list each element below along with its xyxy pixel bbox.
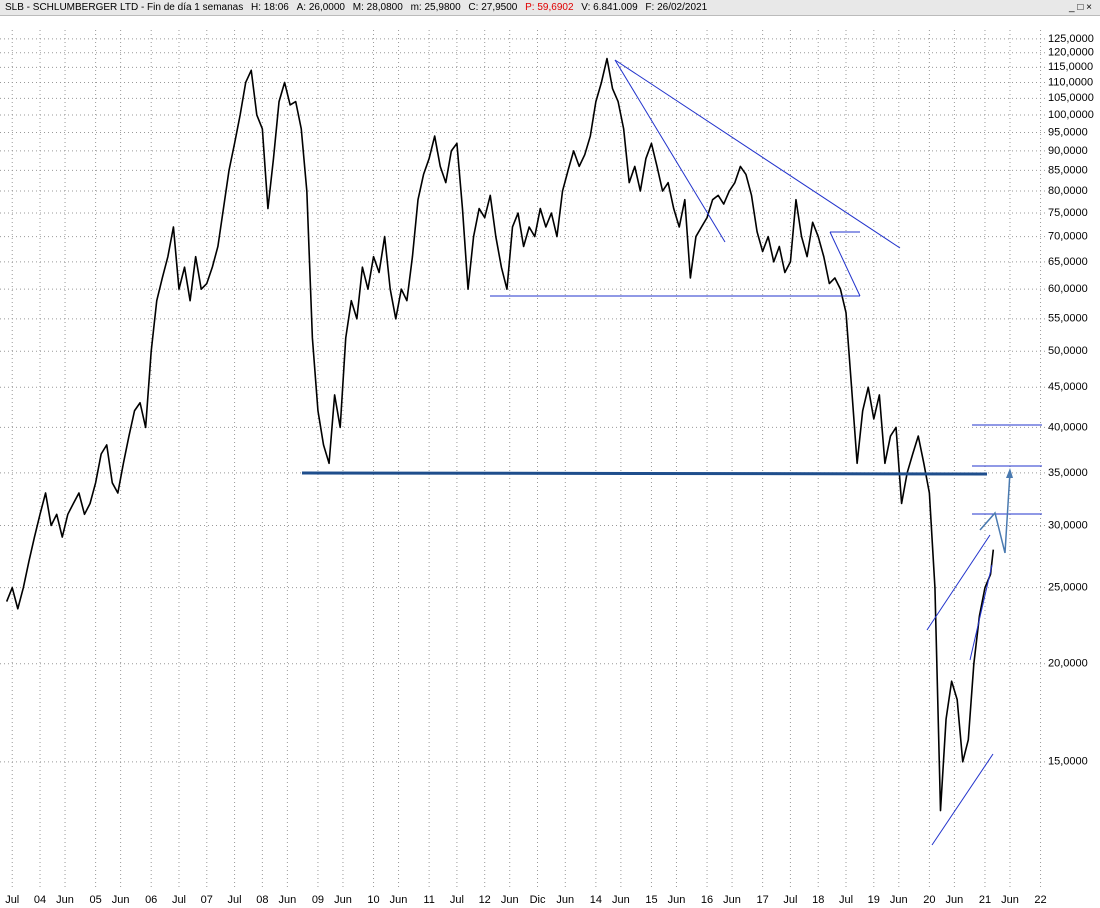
x-tick-label: 15	[645, 894, 657, 906]
x-tick-label: 08	[256, 894, 268, 906]
y-tick-label: 30,0000	[1048, 519, 1088, 531]
header-field: M: 28,0800	[352, 2, 403, 13]
y-tick-label: 75,0000	[1048, 207, 1088, 219]
x-tick-label: Jun	[501, 894, 519, 906]
y-tick-label: 25,0000	[1048, 582, 1088, 594]
y-tick-label: 60,0000	[1048, 283, 1088, 295]
x-tick-label: Dic	[530, 894, 546, 906]
channel-line	[969, 564, 993, 661]
x-tick-label: 21	[979, 894, 991, 906]
y-tick-label: 45,0000	[1048, 381, 1088, 393]
x-tick-label: Jul	[450, 894, 464, 906]
projection-arrow	[979, 471, 1011, 554]
trend-line	[614, 59, 726, 243]
price-line	[5, 57, 995, 812]
x-tick-label: 04	[34, 894, 46, 906]
chart: 15,0000 20,0000 25,0000 30,0000 35,0000 40,00…	[0, 30, 1094, 906]
x-tick-label: 10	[367, 894, 379, 906]
y-tick-label: 70,0000	[1048, 230, 1088, 242]
x-tick-label: Jul	[5, 894, 19, 906]
x-tick-label: 06	[145, 894, 157, 906]
y-tick-label: 90,0000	[1048, 145, 1088, 157]
x-tick-label: Jun	[112, 894, 130, 906]
x-tick-label: Jun	[1001, 894, 1019, 906]
x-tick-label: 07	[201, 894, 213, 906]
y-tick-label: 35,0000	[1048, 467, 1088, 479]
x-tick-label: Jun	[334, 894, 352, 906]
y-tick-label: 50,0000	[1048, 345, 1088, 357]
x-tick-label: Jun	[390, 894, 408, 906]
x-tick-label: 17	[757, 894, 769, 906]
y-tick-label: 95,0000	[1048, 126, 1088, 138]
header-field: P: 59,6902	[525, 2, 574, 13]
x-tick-label: Jun	[890, 894, 908, 906]
y-tick-label: 15,0000	[1048, 756, 1088, 768]
header-field: m: 25,9800	[410, 2, 461, 13]
x-tick-label: 18	[812, 894, 824, 906]
grid	[0, 30, 1045, 890]
header-field: V: 6.841.009	[581, 2, 638, 13]
x-tick-label: Jun	[56, 894, 74, 906]
x-tick-label: Jun	[946, 894, 964, 906]
header-field: F: 26/02/2021	[645, 2, 708, 13]
y-tick-label: 100,0000	[1048, 109, 1094, 121]
window-buttons[interactable]: _ □ ×	[1069, 2, 1092, 13]
trend-line	[614, 59, 901, 249]
y-tick-label: 20,0000	[1048, 658, 1088, 670]
channel-line	[931, 753, 994, 846]
x-tick-label: Jun	[612, 894, 630, 906]
y-tick-label: 120,0000	[1048, 47, 1094, 59]
y-tick-label: 110,0000	[1048, 76, 1093, 88]
x-tick-label: 19	[868, 894, 880, 906]
header-bar: SLB - SCHLUMBERGER LTD - Fin de día 1 se…	[0, 0, 1100, 16]
trend-line	[829, 231, 861, 297]
x-tick-label: 11	[423, 894, 434, 906]
header-field: A: 26,0000	[296, 2, 345, 13]
x-tick-label: Jun	[723, 894, 741, 906]
x-tick-label: Jul	[783, 894, 797, 906]
header-field: C: 27,9500	[468, 2, 518, 13]
x-tick-label: Jul	[839, 894, 853, 906]
x-tick-label: Jun	[556, 894, 574, 906]
channel-line	[926, 534, 991, 631]
x-tick-label: 20	[923, 894, 935, 906]
y-tick-label: 65,0000	[1048, 256, 1088, 268]
y-tick-label: 125,0000	[1048, 33, 1094, 45]
y-tick-label: 105,0000	[1048, 92, 1094, 104]
header-field: H: 18:06	[251, 2, 289, 13]
header-title: SLB - SCHLUMBERGER LTD - Fin de día 1 se…	[5, 2, 244, 13]
x-tick-label: 22	[1034, 894, 1046, 906]
annotations	[301, 59, 1042, 846]
x-tick-label: 09	[312, 894, 324, 906]
x-tick-label: Jul	[228, 894, 242, 906]
y-tick-label: 85,0000	[1048, 164, 1088, 176]
x-tick-label: Jul	[172, 894, 186, 906]
y-tick-label: 80,0000	[1048, 185, 1088, 197]
x-tick-label: 14	[590, 894, 602, 906]
x-tick-label: Jun	[668, 894, 686, 906]
arrow-head	[1006, 468, 1013, 478]
support-line	[301, 471, 988, 476]
y-tick-label: 115,0000	[1048, 61, 1093, 73]
x-tick-label: 12	[479, 894, 491, 906]
x-tick-label: 16	[701, 894, 713, 906]
y-tick-label: 55,0000	[1048, 313, 1088, 325]
x-tick-label: 05	[89, 894, 101, 906]
x-tick-label: Jun	[279, 894, 297, 906]
y-tick-label: 40,0000	[1048, 421, 1088, 433]
